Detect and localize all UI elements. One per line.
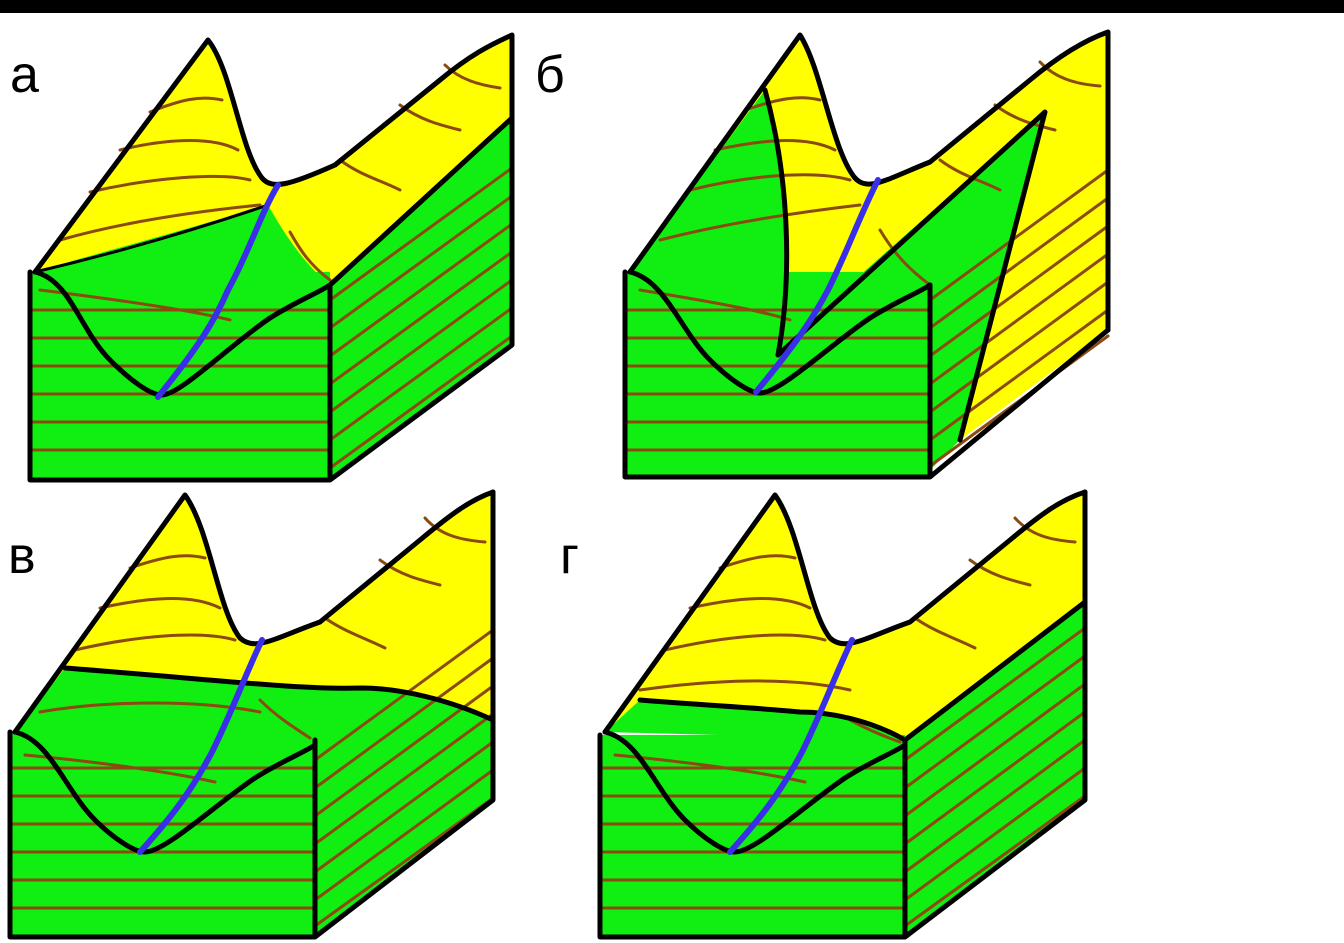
valley-profile [12,729,318,855]
river [137,637,265,855]
side-strata-lines [903,626,1087,928]
fault-trace [762,87,1048,443]
valley-profile [602,729,908,855]
lower-layer-outcrop [605,700,905,740]
layer-contact [637,599,1088,743]
side-strata-lines [328,166,514,470]
front-face [625,272,930,477]
side-face-green [930,112,1045,470]
layer-contact [34,203,269,274]
panel-b: б [535,29,1111,480]
panel-d: г [560,489,1088,940]
block-edges [622,269,1111,480]
terrain-surface [605,492,1085,740]
panel-c: в [7,489,496,940]
top-black-bar [0,0,1344,13]
side-strata-lines [313,628,495,928]
terrain-surface [35,35,512,285]
layer-contact [62,665,496,723]
side-face [330,118,512,478]
side-face [315,688,493,935]
panel-label-c: в [8,527,36,585]
panel-a: а [10,32,515,483]
block-edges [7,489,496,940]
block-edges [597,489,1088,940]
valley-profile [627,269,933,396]
front-face [10,732,315,937]
river [753,177,881,395]
panel-label-d: г [560,527,579,585]
panel-label-a: а [10,46,39,104]
river [155,182,281,400]
side-face [905,602,1085,937]
river [727,637,855,855]
block-edges [27,115,515,483]
front-face [30,272,330,480]
panel-label-b: б [535,46,565,104]
